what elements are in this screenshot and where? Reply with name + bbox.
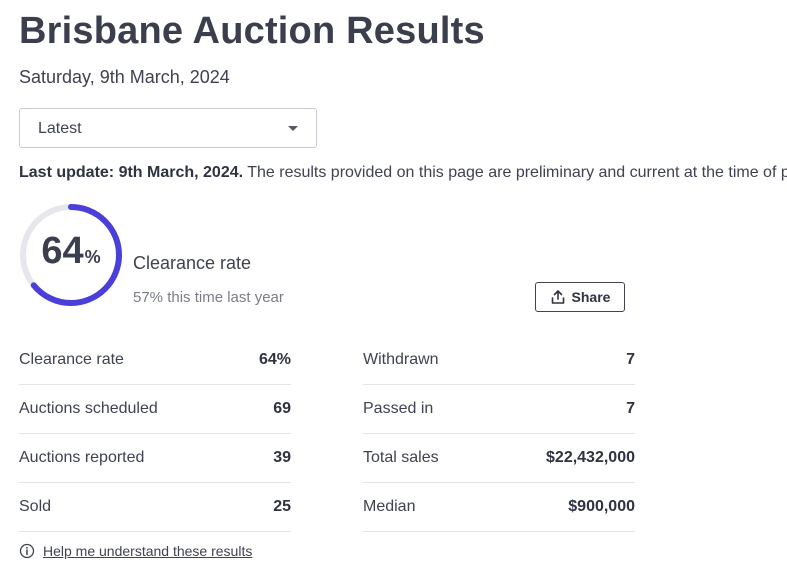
stats-table-left: Clearance rate 64% Auctions scheduled 69…: [19, 336, 291, 532]
stat-value: 69: [273, 400, 291, 417]
clearance-percent: 64%: [18, 230, 124, 273]
stat-label: Withdrawn: [363, 351, 439, 368]
stat-label: Auctions scheduled: [19, 400, 158, 417]
stat-value: 25: [273, 498, 291, 515]
stat-row: Auctions scheduled 69: [19, 385, 291, 434]
clearance-last-year: 57% this time last year: [133, 289, 284, 306]
stat-label: Median: [363, 498, 416, 515]
help-link-label: Help me understand these results: [43, 543, 253, 559]
stat-value: 64%: [258, 351, 291, 368]
stat-value: $900,000: [568, 498, 635, 515]
stat-row: Sold 25: [19, 483, 291, 532]
info-icon: [19, 543, 35, 559]
stat-row: Clearance rate 64%: [19, 336, 291, 385]
clearance-rate-label: Clearance rate: [133, 253, 252, 273]
stat-row: Auctions reported 39: [19, 434, 291, 483]
stat-row: Withdrawn 7: [363, 336, 635, 385]
share-label: Share: [571, 289, 611, 305]
chevron-down-icon: [288, 126, 298, 131]
stat-value: 39: [273, 449, 291, 466]
gauge-progress: [20, 204, 122, 306]
last-update-notice: Last update: 9th March, 2024. The result…: [19, 164, 787, 182]
stat-value: $22,432,000: [546, 449, 635, 466]
auction-date: Saturday, 9th March, 2024: [19, 67, 230, 87]
stat-row: Passed in 7: [363, 385, 635, 434]
share-upload-icon: [551, 290, 564, 304]
page-title: Brisbane Auction Results: [19, 10, 485, 52]
stat-label: Total sales: [363, 449, 439, 466]
stats-table-right: Withdrawn 7 Passed in 7 Total sales $22,…: [363, 336, 635, 532]
stat-value: 7: [626, 351, 635, 368]
percent-sign: %: [84, 247, 101, 267]
last-update-label: Last update: 9th March, 2024.: [19, 164, 244, 181]
stat-label: Clearance rate: [19, 351, 124, 368]
stat-row: Median $900,000: [363, 483, 635, 532]
clearance-gauge-ring: [20, 204, 122, 306]
share-button[interactable]: Share: [535, 282, 625, 312]
results-period-select[interactable]: Latest: [19, 108, 317, 148]
stat-label: Auctions reported: [19, 449, 145, 466]
stat-row: Total sales $22,432,000: [363, 434, 635, 483]
last-update-text: The results provided on this page are pr…: [243, 164, 787, 181]
stat-value: 7: [626, 400, 635, 417]
help-link[interactable]: Help me understand these results: [19, 543, 252, 559]
results-period-value: Latest: [38, 120, 82, 137]
clearance-rate-gauge: 64%: [18, 202, 124, 308]
stat-label: Passed in: [363, 400, 434, 417]
stat-label: Sold: [19, 498, 52, 515]
clearance-percent-value: 64: [41, 230, 84, 272]
